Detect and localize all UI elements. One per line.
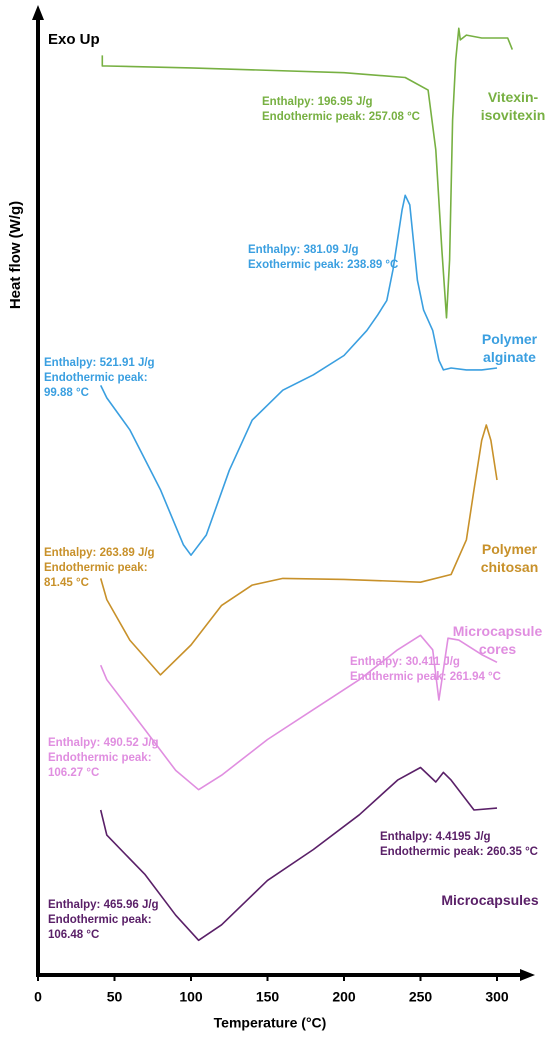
x-arrow xyxy=(520,969,535,981)
series-name: Polymer alginate xyxy=(481,331,538,365)
annotation-line: Enthalpy: 521.91 J/g xyxy=(44,357,155,369)
series-line xyxy=(99,194,498,556)
series-line xyxy=(99,424,498,676)
annotation-line: Endothermic peak: xyxy=(48,752,152,764)
y-arrow xyxy=(32,5,44,20)
annotation: Enthalpy: 263.89 J/g Endothermic peak: 81.… xyxy=(44,546,155,591)
series-name: Microcapsule cores xyxy=(452,623,543,657)
annotation: Enthalpy: 521.91 J/g Endothermic peak: 99.… xyxy=(44,356,155,401)
annotation-line: Enthalpy: 263.89 J/g xyxy=(44,547,155,559)
annotation-line: Endothermic peak: xyxy=(48,914,152,926)
annotation: Enthalpy: 4.4195 J/g Endothermic peak: 26… xyxy=(380,830,538,860)
series-name: Vitexin-isovitexin xyxy=(480,89,546,123)
annotation: Enthalpy: 490.52 J/g Endothermic peak: 106… xyxy=(48,736,159,781)
annotation: Enthalpy: 30.411 J/g Endthermic peak: 261… xyxy=(350,655,501,685)
x-axis-title: Temperature (°C) xyxy=(214,1015,327,1031)
annotation: Enthalpy: 196.95 J/g Endothermic peak: 25… xyxy=(262,95,420,125)
annotation-line: 106.48 °C xyxy=(48,929,100,941)
x-tick-label: 150 xyxy=(256,989,280,1005)
annotation-line: 81.45 °C xyxy=(44,577,89,589)
annotation-line: Endothermic peak: xyxy=(44,562,148,574)
x-tick-label: 250 xyxy=(409,989,433,1005)
annotation-line: Enthalpy: 196.95 J/g xyxy=(262,96,373,108)
x-tick-label: 300 xyxy=(485,989,509,1005)
annotation-line: Enthalpy: 465.96 J/g xyxy=(48,899,159,911)
series-line xyxy=(99,766,498,942)
x-tick-label: 0 xyxy=(34,989,42,1005)
annotation: Enthalpy: 465.96 J/g Endothermic peak: 106… xyxy=(48,898,159,943)
series-line xyxy=(99,634,498,791)
annotation-line: Endothermic peak: 257.08 °C xyxy=(262,111,420,123)
x-tick-label: 50 xyxy=(107,989,123,1005)
x-tick-label: 100 xyxy=(179,989,203,1005)
annotation-line: Enthalpy: 4.4195 J/g xyxy=(380,831,491,843)
annotation-line: Enthalpy: 490.52 J/g xyxy=(48,737,159,749)
annotation-line: Exothermic peak: 238.89 °C xyxy=(248,259,399,271)
series-name: Microcapsules xyxy=(441,892,539,908)
annotation-line: 106.27 °C xyxy=(48,767,100,779)
annotation-line: Endothermic peak: xyxy=(44,372,148,384)
y-axis-title: Heat flow (W/g) xyxy=(7,201,24,309)
series-name: Polymer chitosan xyxy=(480,541,539,575)
annotation-line: Endthermic peak: 261.94 °C xyxy=(350,671,501,683)
x-tick-label: 200 xyxy=(332,989,356,1005)
annotation-line: Endothermic peak: 260.35 °C xyxy=(380,846,538,858)
annotation: Enthalpy: 381.09 J/g Exothermic peak: 238… xyxy=(248,243,398,273)
exo-up: Exo Up xyxy=(48,31,100,48)
series-line xyxy=(101,27,514,319)
annotation-line: 99.88 °C xyxy=(44,387,89,399)
annotation-line: Enthalpy: 381.09 J/g xyxy=(248,244,359,256)
annotation-line: Enthalpy: 30.411 J/g xyxy=(350,656,460,668)
